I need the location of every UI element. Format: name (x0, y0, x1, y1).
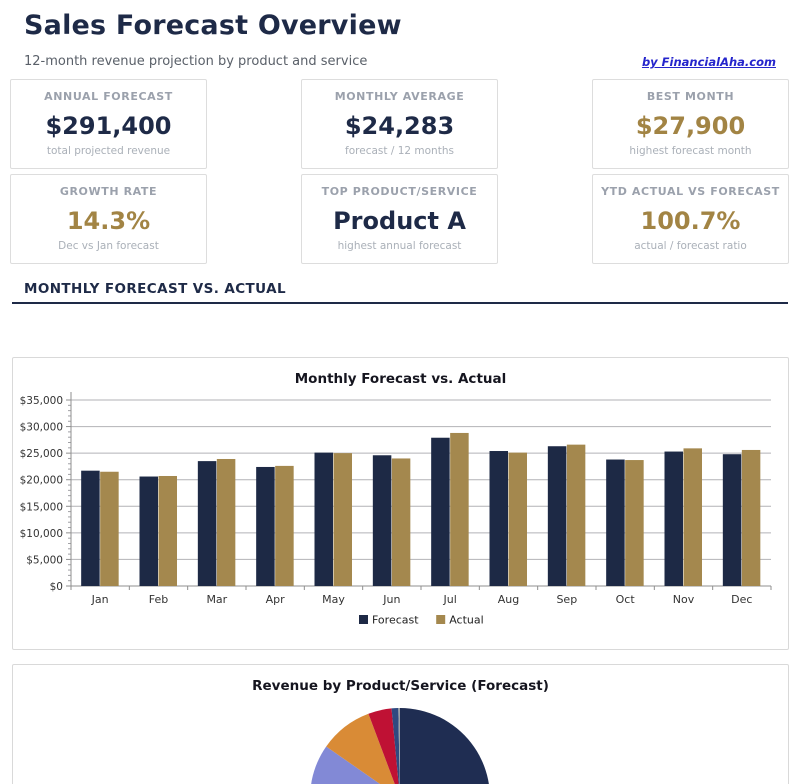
kpi-label: TOP PRODUCT/SERVICE (321, 185, 478, 198)
pie-chart-card: Revenue by Product/Service (Forecast) (12, 664, 789, 784)
kpi-label: GROWTH RATE (59, 185, 158, 198)
kpi-value: $27,900 (635, 112, 746, 140)
svg-text:$10,000: $10,000 (20, 528, 63, 540)
kpi-subtext: forecast / 12 months (345, 145, 454, 157)
kpi-value: $291,400 (45, 112, 172, 140)
svg-text:Apr: Apr (266, 593, 286, 606)
svg-text:$35,000: $35,000 (20, 395, 63, 407)
kpi-value: $24,283 (344, 112, 455, 140)
kpi-label: BEST MONTH (646, 90, 735, 103)
kpi-card-annual-forecast: ANNUAL FORECAST $291,400 total projected… (10, 79, 207, 169)
svg-text:$0: $0 (50, 581, 63, 593)
kpi-card-ytd-vs-forecast: YTD ACTUAL VS FORECAST 100.7% actual / f… (592, 174, 789, 264)
svg-text:Actual: Actual (449, 614, 483, 627)
kpi-card-growth-rate: GROWTH RATE 14.3% Dec vs Jan forecast (10, 174, 207, 264)
kpi-value: 14.3% (66, 207, 151, 235)
kpi-subtext: Dec vs Jan forecast (58, 240, 159, 252)
svg-text:Feb: Feb (149, 593, 168, 606)
kpi-subtext: highest forecast month (629, 145, 752, 157)
svg-text:$30,000: $30,000 (20, 422, 63, 434)
svg-text:Nov: Nov (673, 593, 695, 606)
svg-text:Oct: Oct (616, 593, 636, 606)
kpi-subtext: total projected revenue (46, 145, 171, 157)
page-subtitle: 12-month revenue projection by product a… (24, 54, 368, 69)
kpi-label: YTD ACTUAL VS FORECAST (601, 185, 780, 198)
svg-text:Dec: Dec (731, 593, 752, 606)
svg-text:May: May (322, 593, 345, 606)
kpi-value: 100.7% (640, 207, 741, 235)
svg-text:$25,000: $25,000 (20, 448, 63, 460)
kpi-subtext: highest annual forecast (337, 240, 462, 252)
svg-text:$5,000: $5,000 (26, 554, 63, 566)
kpi-card-monthly-average: MONTHLY AVERAGE $24,283 forecast / 12 mo… (301, 79, 498, 169)
bar-chart-svg: $0 $5,000 $10,000 $15,000 $20,000 $25,000 $30,… (20, 392, 772, 627)
kpi-label: MONTHLY AVERAGE (334, 90, 465, 103)
financialaha-link[interactable]: by FinancialAha.com (641, 55, 776, 69)
svg-text:Mar: Mar (206, 593, 227, 606)
bar-chart-card: $0 $5,000 $10,000 $15,000 $20,000 $25,000 $30,… (12, 357, 789, 650)
page-title: Sales Forecast Overview (24, 10, 402, 41)
bar-chart-title: Monthly Forecast vs. Actual (294, 371, 507, 387)
kpi-card-best-month: BEST MONTH $27,900 highest forecast mont… (592, 79, 789, 169)
header: Sales Forecast Overview 12-month revenue… (0, 0, 800, 69)
kpi-grid: ANNUAL FORECAST $291,400 total projected… (10, 79, 789, 264)
pie-chart-title: Revenue by Product/Service (Forecast) (252, 678, 549, 694)
svg-text:$20,000: $20,000 (20, 475, 63, 487)
svg-text:Forecast: Forecast (372, 614, 419, 627)
pie-chart-svg (311, 708, 489, 784)
section-title-monthly-forecast: MONTHLY FORECAST VS. ACTUAL (24, 281, 286, 297)
kpi-value: Product A (333, 207, 466, 235)
svg-text:$15,000: $15,000 (20, 501, 63, 513)
section-divider (12, 302, 788, 304)
svg-text:Jul: Jul (443, 593, 457, 606)
kpi-card-top-product: TOP PRODUCT/SERVICE Product A highest an… (301, 174, 498, 264)
svg-text:Aug: Aug (498, 593, 519, 606)
svg-text:Jun: Jun (382, 593, 400, 606)
kpi-subtext: actual / forecast ratio (634, 240, 747, 252)
svg-text:Jan: Jan (91, 593, 109, 606)
kpi-label: ANNUAL FORECAST (44, 90, 173, 103)
subtitle-row: 12-month revenue projection by product a… (24, 54, 776, 69)
svg-text:Sep: Sep (556, 593, 577, 606)
